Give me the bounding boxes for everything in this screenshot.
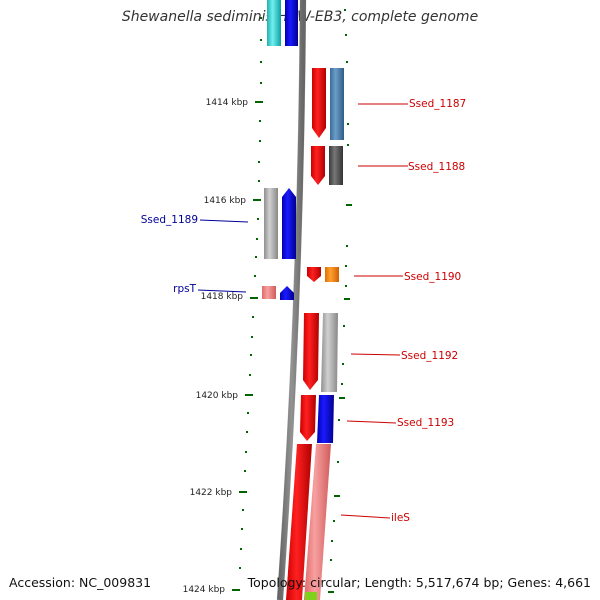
tick-label: 1416 kbp [204, 196, 247, 206]
genome-summary-text: Topology: circular; Length: 5,517,674 bp… [247, 575, 591, 590]
leader-lines [197, 103, 408, 519]
gene-ssed-1192[interactable] [303, 313, 338, 392]
gene-ssed-1190[interactable] [307, 267, 339, 282]
gene-label-ssed-1188[interactable]: Ssed_1188 [408, 161, 465, 173]
top-partial-features [267, 0, 298, 46]
gene-ssed-1187[interactable] [312, 68, 344, 140]
tick-label: 1414 kbp [206, 98, 249, 108]
outer-dotted-ring [328, 9, 352, 593]
gene-label-ssed-1193[interactable]: Ssed_1193 [397, 417, 454, 429]
gene-ssed-1189[interactable] [264, 188, 296, 259]
accession-text: Accession: NC_009831 [9, 575, 152, 590]
gene-rpst[interactable] [262, 286, 294, 300]
gene-label-ssed-1187[interactable]: Ssed_1187 [409, 98, 466, 110]
tick-label: 1420 kbp [196, 391, 239, 401]
inner-dotted-ring [239, 17, 262, 569]
bottom-partial-feature [305, 592, 317, 600]
gene-label-rpst[interactable]: rpsT [173, 283, 196, 295]
gene-label-ssed-1190[interactable]: Ssed_1190 [404, 271, 461, 283]
gene-iles[interactable] [286, 444, 331, 600]
tick-label: 1422 kbp [190, 488, 233, 498]
tick-marks [232, 101, 263, 591]
gene-ssed-1193[interactable] [300, 395, 334, 443]
gene-ssed-1188[interactable] [311, 146, 343, 185]
gene-label-ssed-1192[interactable]: Ssed_1192 [401, 350, 458, 362]
tick-label: 1418 kbp [201, 292, 244, 302]
gene-label-iles[interactable]: ileS [391, 512, 410, 524]
tick-label: 1424 kbp [183, 585, 226, 595]
genome-backbone [277, 0, 306, 600]
gene-label-ssed-1189[interactable]: Ssed_1189 [141, 214, 198, 226]
